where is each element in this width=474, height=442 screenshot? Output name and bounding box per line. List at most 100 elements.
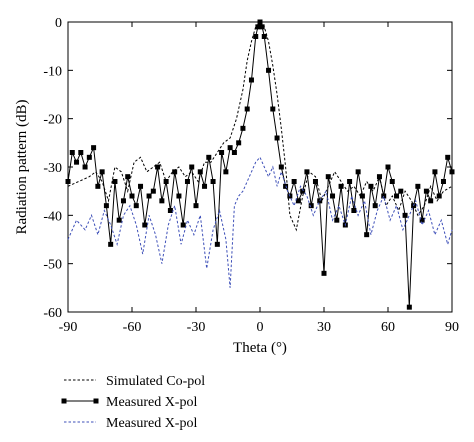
- series-2-point: [321, 270, 327, 276]
- series-2-point: [125, 174, 131, 180]
- series-2-point: [261, 34, 267, 39]
- series-2-point: [385, 164, 391, 170]
- y-tick-label: -60: [43, 306, 62, 321]
- series-2-point: [308, 203, 314, 209]
- legend-item-2: Measured X-pol: [61, 395, 197, 410]
- y-tick-label: 0: [55, 16, 62, 31]
- series-2-point: [176, 193, 182, 199]
- series-2-point: [274, 135, 280, 141]
- series-2-point: [312, 179, 318, 184]
- series-2-point: [445, 154, 451, 160]
- series-2-point: [197, 169, 203, 175]
- series-2-point: [423, 188, 429, 194]
- y-axis-label: Radiation pattern (dB): [14, 100, 30, 235]
- series-2-point: [300, 188, 306, 194]
- series-2-line: [67, 20, 453, 308]
- series-2-point: [351, 208, 357, 213]
- x-tick-label: -60: [123, 320, 142, 335]
- series-2-point: [415, 183, 421, 189]
- series-2-point: [82, 164, 88, 170]
- series-2-point: [432, 169, 438, 175]
- series-2-point: [116, 217, 122, 223]
- legend-label: Measured X-pol: [106, 395, 197, 410]
- series-2-point: [428, 198, 434, 204]
- legend-marker: [61, 398, 67, 404]
- series-3: [67, 156, 453, 288]
- series-2-point: [436, 193, 442, 199]
- plot-axes: [67, 21, 453, 313]
- series-2-point: [172, 169, 178, 175]
- legend-label: Measured X-pol: [106, 416, 197, 431]
- series-2-point: [240, 125, 246, 131]
- tick-layer: -90 -60 -30 0 30 60 90-60-50-40-30-20-100: [43, 16, 459, 335]
- series-layer: [65, 19, 455, 310]
- series-2-point: [376, 174, 382, 180]
- series-2-point: [394, 193, 400, 199]
- series-2-point: [236, 140, 242, 146]
- series-2-point: [202, 183, 208, 189]
- series-2-point: [440, 179, 446, 184]
- series-2-point: [180, 222, 186, 228]
- series-2-point: [372, 203, 378, 209]
- series-2: [65, 19, 455, 310]
- legend: Simulated Co-pol Measured X-pol Measured X…: [61, 374, 205, 431]
- x-tick-label: 30: [317, 320, 331, 335]
- series-2-point: [146, 193, 152, 199]
- y-tick-label: -30: [43, 161, 62, 176]
- series-2-point: [266, 67, 272, 73]
- series-2-point: [231, 150, 237, 155]
- series-2-point: [103, 203, 109, 209]
- series-2-point: [248, 77, 254, 83]
- series-2-point: [214, 241, 220, 247]
- series-2-point: [368, 183, 374, 189]
- series-2-point: [159, 198, 165, 204]
- series-2-point: [227, 145, 233, 151]
- series-2-point: [193, 203, 199, 209]
- series-2-point: [259, 24, 265, 30]
- series-2-point: [112, 179, 118, 184]
- series-2-point: [334, 217, 340, 223]
- series-2-point: [155, 164, 161, 170]
- legend-item-3: Measured X-pol: [64, 416, 197, 431]
- x-tick-label: 60: [381, 320, 395, 335]
- series-2-point: [355, 169, 361, 175]
- series-2-point: [184, 179, 190, 184]
- series-2-point: [317, 198, 323, 204]
- y-tick-label: -40: [43, 209, 62, 224]
- x-tick-label: -30: [187, 320, 206, 335]
- series-2-point: [167, 208, 173, 213]
- plot-frame: [67, 21, 453, 313]
- series-2-point: [206, 154, 212, 160]
- series-2-point: [74, 159, 80, 165]
- series-2-point: [381, 193, 387, 199]
- legend-marker: [93, 398, 99, 404]
- series-2-point: [219, 150, 225, 155]
- series-2-point: [150, 188, 156, 194]
- series-2-point: [330, 193, 336, 199]
- series-2-point: [91, 145, 97, 151]
- y-tick-label: -50: [43, 258, 62, 273]
- x-tick-label: 0: [257, 320, 264, 335]
- series-2-point: [78, 150, 84, 155]
- series-2-point: [244, 106, 250, 112]
- series-2-point: [359, 193, 365, 199]
- series-2-point: [133, 203, 139, 209]
- series-2-point: [95, 183, 101, 189]
- series-2-point: [419, 217, 425, 223]
- series-2-point: [364, 232, 370, 238]
- series-2-point: [65, 179, 71, 184]
- series-2-point: [129, 193, 135, 199]
- series-2-point: [255, 24, 261, 30]
- series-2-point: [253, 34, 259, 39]
- series-2-point: [304, 169, 310, 175]
- series-2-point: [189, 164, 195, 170]
- series-2-point: [86, 154, 92, 160]
- x-axis-label: Theta (°): [233, 340, 287, 356]
- series-3-line: [67, 156, 453, 288]
- series-2-point: [325, 174, 331, 180]
- series-2-point: [223, 169, 229, 175]
- series-2-point: [270, 106, 276, 112]
- series-2-point: [108, 241, 114, 247]
- x-tick-label: 90: [445, 320, 459, 335]
